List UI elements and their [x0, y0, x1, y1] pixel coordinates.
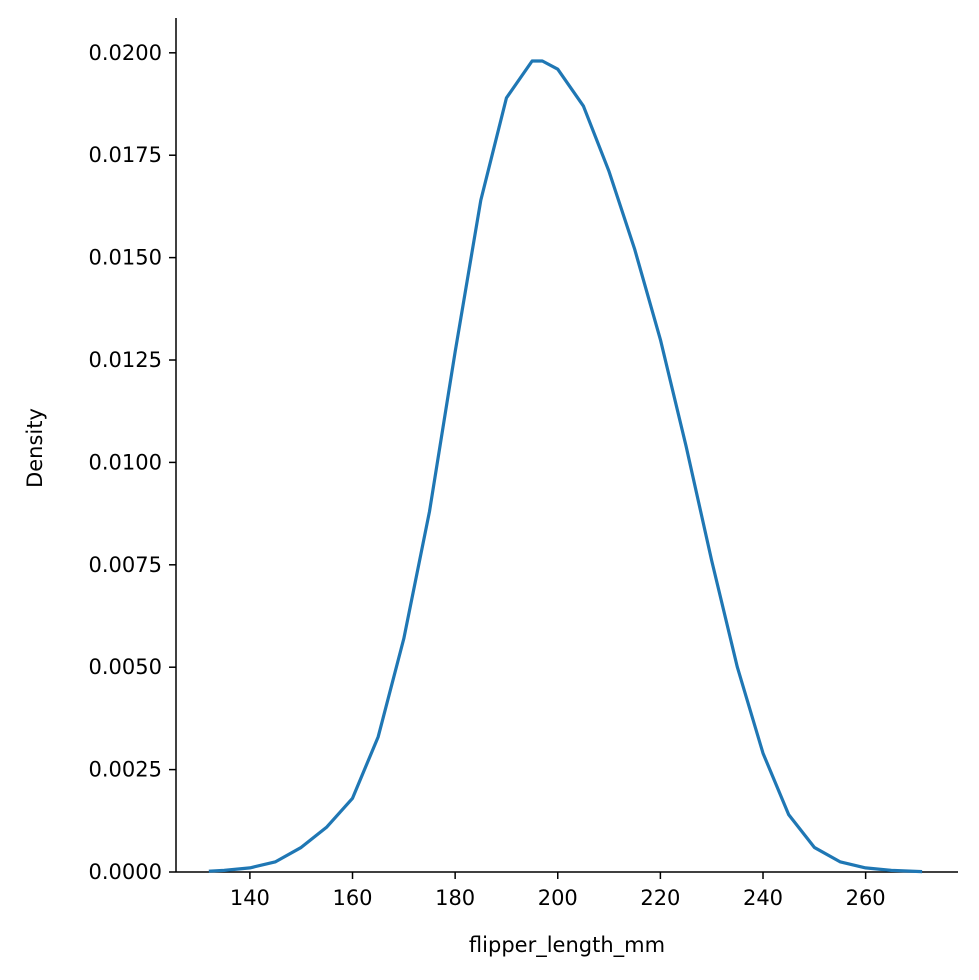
y-tick-label: 0.0025 [89, 758, 162, 782]
x-tick-label: 160 [332, 886, 372, 910]
y-tick-label: 0.0150 [89, 246, 162, 270]
x-tick-label: 240 [743, 886, 783, 910]
y-axis-label: Density [23, 408, 47, 488]
x-axis-label: flipper_length_mm [469, 933, 665, 958]
y-tick-label: 0.0175 [89, 143, 162, 167]
x-tick-label: 140 [230, 886, 270, 910]
x-tick-label: 180 [435, 886, 475, 910]
y-tick-label: 0.0050 [89, 655, 162, 679]
y-tick-label: 0.0125 [89, 348, 162, 372]
y-tick-label: 0.0100 [89, 450, 162, 474]
y-tick-label: 0.0000 [89, 860, 162, 884]
x-tick-label: 220 [640, 886, 680, 910]
y-tick-label: 0.0200 [89, 41, 162, 65]
x-tick-label: 200 [538, 886, 578, 910]
y-tick-label: 0.0075 [89, 553, 162, 577]
density-line [208, 59, 923, 874]
x-tick-label: 260 [846, 886, 886, 910]
